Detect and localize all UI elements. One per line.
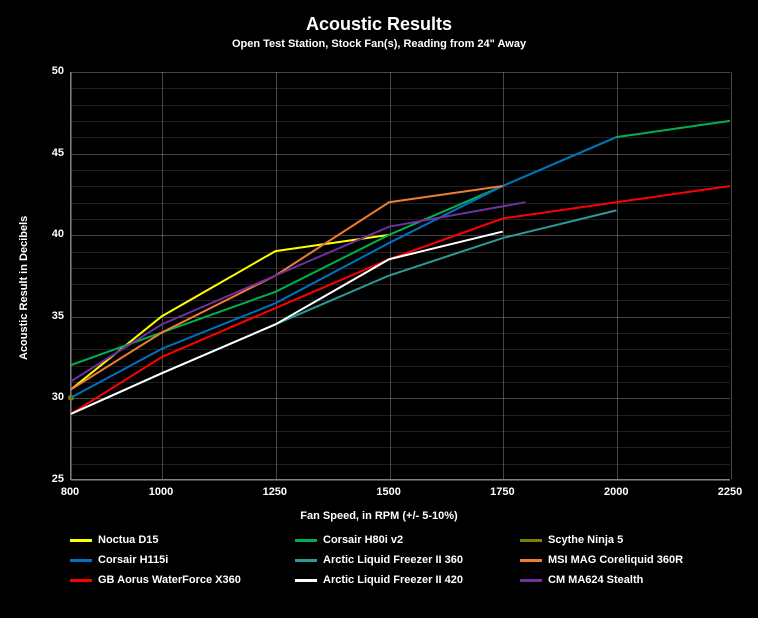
- legend-swatch: [520, 539, 542, 542]
- legend-item: Corsair H80i v2: [295, 534, 403, 546]
- legend-swatch: [70, 559, 92, 562]
- legend-item: MSI MAG Coreliquid 360R: [520, 554, 683, 566]
- series-line: [71, 186, 503, 390]
- legend-swatch: [295, 539, 317, 542]
- legend-label: MSI MAG Coreliquid 360R: [548, 554, 683, 566]
- chart-subtitle: Open Test Station, Stock Fan(s), Reading…: [0, 38, 758, 50]
- chart-title: Acoustic Results: [0, 14, 758, 35]
- x-tick-label: 1750: [490, 486, 514, 498]
- y-tick-label: 40: [40, 228, 64, 240]
- legend-item: Arctic Liquid Freezer II 420: [295, 574, 463, 586]
- legend-item: Corsair H115i: [70, 554, 168, 566]
- legend-label: Arctic Liquid Freezer II 420: [323, 574, 463, 586]
- x-axis-title: Fan Speed, in RPM (+/- 5-10%): [0, 510, 758, 522]
- legend-swatch: [520, 559, 542, 562]
- series-line: [71, 137, 616, 397]
- legend-item: GB Aorus WaterForce X360: [70, 574, 241, 586]
- series-line: [71, 186, 730, 414]
- y-tick-label: 30: [40, 391, 64, 403]
- legend-label: Arctic Liquid Freezer II 360: [323, 554, 463, 566]
- x-tick-label: 1000: [149, 486, 173, 498]
- y-axis-title: Acoustic Result in Decibels: [18, 216, 30, 360]
- legend-label: Corsair H80i v2: [323, 534, 403, 546]
- x-tick-label: 2250: [718, 486, 742, 498]
- legend-swatch: [295, 559, 317, 562]
- y-tick-label: 50: [40, 65, 64, 77]
- legend-label: CM MA624 Stealth: [548, 574, 643, 586]
- y-tick-label: 45: [40, 147, 64, 159]
- chart-container: Acoustic Results Open Test Station, Stoc…: [0, 0, 758, 618]
- legend-swatch: [70, 579, 92, 582]
- line-layer: [71, 72, 730, 479]
- legend-label: Scythe Ninja 5: [548, 534, 623, 546]
- legend-label: Corsair H115i: [98, 554, 168, 566]
- legend-item: CM MA624 Stealth: [520, 574, 643, 586]
- gridline-major: [71, 480, 730, 481]
- gridline-v: [731, 72, 732, 479]
- legend-label: GB Aorus WaterForce X360: [98, 574, 241, 586]
- x-tick-label: 800: [61, 486, 79, 498]
- legend-item: Scythe Ninja 5: [520, 534, 623, 546]
- legend-swatch: [520, 579, 542, 582]
- legend-item: Noctua D15: [70, 534, 159, 546]
- x-tick-label: 2000: [604, 486, 628, 498]
- y-tick-label: 35: [40, 310, 64, 322]
- legend-label: Noctua D15: [98, 534, 159, 546]
- y-tick-label: 25: [40, 473, 64, 485]
- x-tick-label: 1500: [376, 486, 400, 498]
- legend-swatch: [295, 579, 317, 582]
- plot-area: [70, 72, 730, 480]
- legend-swatch: [70, 539, 92, 542]
- x-tick-label: 1250: [263, 486, 287, 498]
- legend-item: Arctic Liquid Freezer II 360: [295, 554, 463, 566]
